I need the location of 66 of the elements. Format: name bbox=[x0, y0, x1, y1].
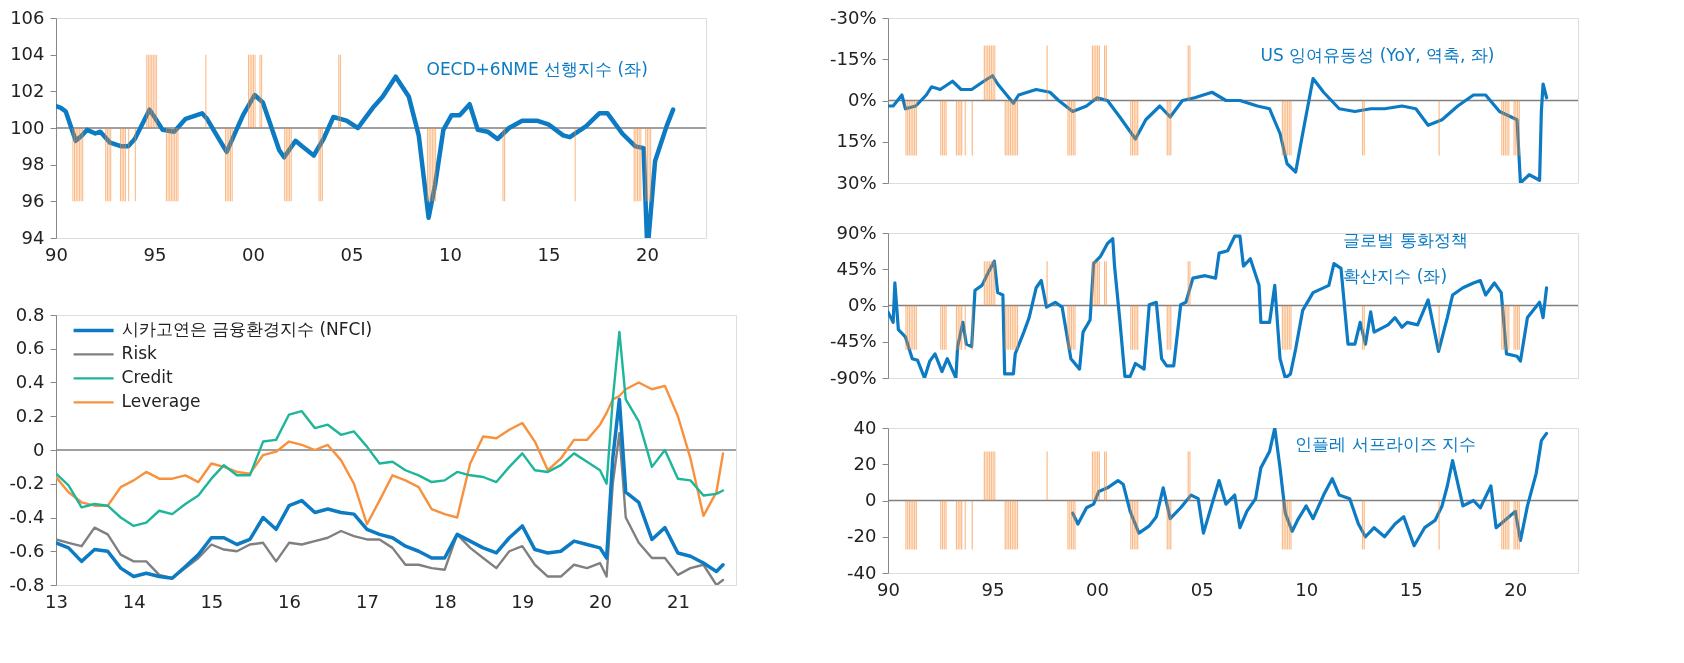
x-tick-label: 13 bbox=[45, 590, 68, 612]
x-tick-label: 05 bbox=[340, 243, 364, 265]
y-tick-label: 106 bbox=[10, 6, 45, 28]
line-series bbox=[888, 234, 1549, 378]
x-tick-label: 15 bbox=[1399, 578, 1423, 600]
y-tick-label: -45% bbox=[829, 330, 877, 352]
y-tick-label: -0.8 bbox=[9, 573, 45, 595]
x-tick-label: 16 bbox=[278, 590, 301, 612]
legend-label: Leverage bbox=[121, 391, 201, 412]
x-tick-label: 19 bbox=[511, 590, 535, 612]
x-tick-label: 15 bbox=[537, 243, 561, 265]
y-tick-label: 102 bbox=[10, 79, 45, 101]
y-tick-label: -0.4 bbox=[9, 506, 45, 527]
y-tick-label: 100 bbox=[10, 116, 45, 138]
x-tick-label: 20 bbox=[635, 243, 659, 265]
y-tick-label: -30% bbox=[829, 6, 877, 28]
x-tick-label: 00 bbox=[241, 243, 265, 265]
y-tick-label: 90% bbox=[836, 221, 877, 243]
x-tick-label: 20 bbox=[1504, 578, 1528, 600]
series-label: US 잉여유동성 (YoY, 역축, 좌) bbox=[1260, 44, 1495, 65]
legend-label: 시카고연은 금융환경지수 (NFCI) bbox=[121, 319, 373, 340]
y-tick-label: 104 bbox=[10, 43, 45, 65]
y-tick-label: -0.2 bbox=[9, 472, 45, 494]
y-tick-label: -20 bbox=[847, 525, 877, 547]
y-tick-label: 0.2 bbox=[15, 404, 45, 426]
y-tick-label: 45% bbox=[836, 257, 877, 279]
y-tick-label: 0.8 bbox=[15, 303, 45, 325]
y-tick-label: 98 bbox=[21, 153, 45, 175]
y-tick-label: 40 bbox=[853, 416, 877, 438]
x-tick-label: 10 bbox=[438, 243, 462, 265]
x-tick-label: 00 bbox=[1086, 578, 1110, 600]
line-series bbox=[888, 74, 1549, 183]
y-tick-label: 20 bbox=[853, 452, 877, 474]
x-tick-label: 05 bbox=[1190, 578, 1214, 600]
x-tick-label: 21 bbox=[666, 590, 690, 612]
x-tick-label: 20 bbox=[589, 590, 612, 612]
series-label: OECD+6NME 선행지수 (좌) bbox=[426, 59, 648, 79]
x-tick-label: 10 bbox=[1295, 578, 1319, 600]
y-tick-label: 15% bbox=[836, 130, 877, 152]
legend-label: Credit bbox=[121, 367, 174, 388]
y-tick-label: 30% bbox=[836, 171, 877, 193]
line-series bbox=[56, 381, 725, 526]
legend-label: Risk bbox=[121, 343, 157, 364]
y-tick-label: 94 bbox=[21, 226, 45, 248]
y-tick-label: 0% bbox=[847, 89, 877, 110]
y-tick-label: 0.4 bbox=[15, 371, 45, 392]
x-tick-label: 15 bbox=[200, 590, 224, 612]
y-tick-label: -0.6 bbox=[9, 539, 45, 561]
series-label: 인플레 서프라이즈 지수 bbox=[1295, 433, 1476, 454]
series-label: 글로벌 통화정책 확산지수 (좌) bbox=[1343, 230, 1468, 286]
x-tick-label: 90 bbox=[877, 578, 900, 600]
x-tick-label: 14 bbox=[122, 590, 146, 612]
y-tick-label: -15% bbox=[829, 47, 877, 69]
line-series bbox=[1071, 428, 1549, 548]
y-tick-label: 96 bbox=[21, 189, 45, 211]
x-tick-label: 95 bbox=[981, 578, 1005, 600]
y-tick-label: 0 bbox=[865, 489, 877, 510]
y-tick-label: 0.6 bbox=[15, 337, 45, 359]
x-tick-label: 17 bbox=[356, 590, 379, 612]
y-tick-label: -90% bbox=[829, 366, 877, 388]
y-tick-label: 0 bbox=[33, 438, 45, 460]
x-tick-label: 18 bbox=[433, 590, 457, 612]
y-tick-label: -40 bbox=[847, 561, 877, 583]
x-tick-label: 95 bbox=[143, 243, 167, 265]
x-tick-label: 90 bbox=[45, 243, 68, 265]
y-tick-label: 0% bbox=[847, 294, 877, 315]
